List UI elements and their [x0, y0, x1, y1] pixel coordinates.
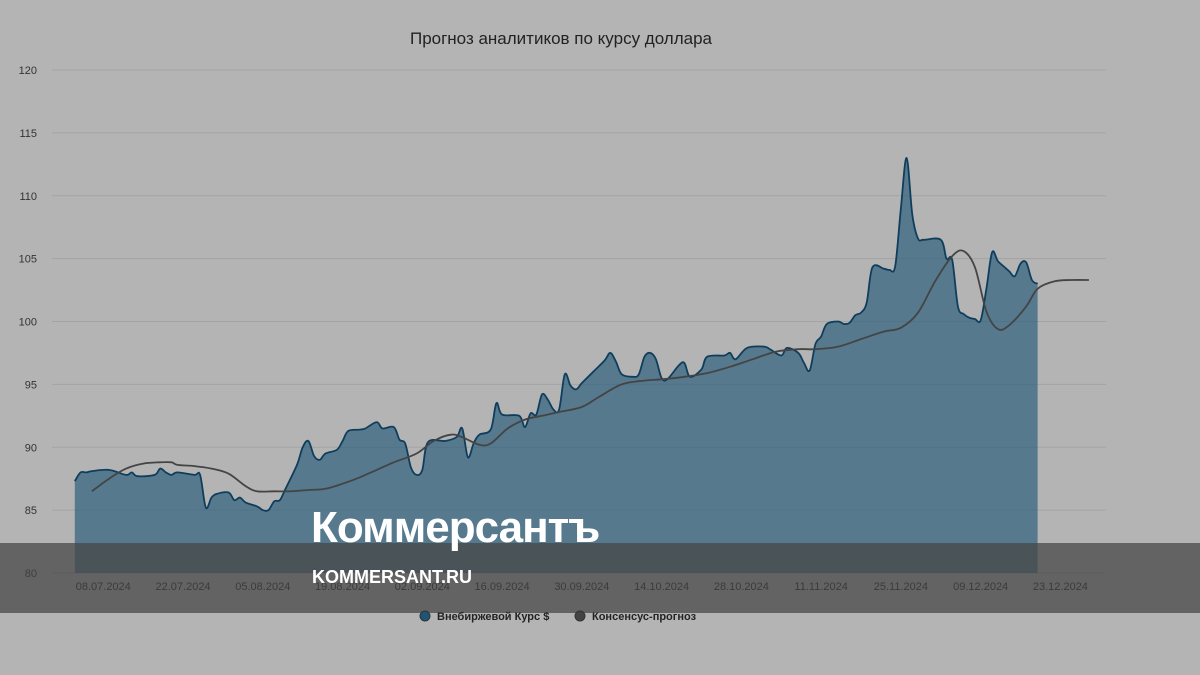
y-tick-label: 110	[19, 191, 37, 203]
y-tick-label: 120	[19, 65, 37, 77]
legend-marker	[419, 610, 431, 622]
y-axis-ticks: 80859095100105110115120	[19, 65, 37, 580]
chart-title: Прогноз аналитиков по курсу доллара	[410, 29, 713, 48]
series-otc-rate-area	[74, 157, 1038, 573]
line-series-layer	[91, 249, 1089, 493]
series-consensus-line	[91, 249, 1089, 493]
y-tick-label: 85	[25, 505, 37, 517]
area-series-layer	[74, 157, 1039, 573]
watermark-url: KOMMERSANT.RU	[312, 567, 472, 587]
y-tick-label: 95	[25, 379, 37, 391]
legend-label: Внебиржевой Курс $	[437, 611, 549, 623]
series-otc-rate-line	[74, 157, 1039, 512]
y-tick-label: 100	[19, 317, 37, 329]
legend-marker	[574, 610, 586, 622]
watermark-logo: Коммерсантъ	[311, 503, 599, 552]
legend-label: Консенсус-прогноз	[592, 611, 697, 623]
y-tick-label: 105	[19, 254, 37, 266]
watermark-band	[0, 543, 1200, 613]
y-tick-label: 115	[19, 128, 37, 140]
legend: Внебиржевой Курс $ Консенсус-прогноз	[419, 610, 697, 623]
y-tick-label: 90	[25, 442, 37, 454]
